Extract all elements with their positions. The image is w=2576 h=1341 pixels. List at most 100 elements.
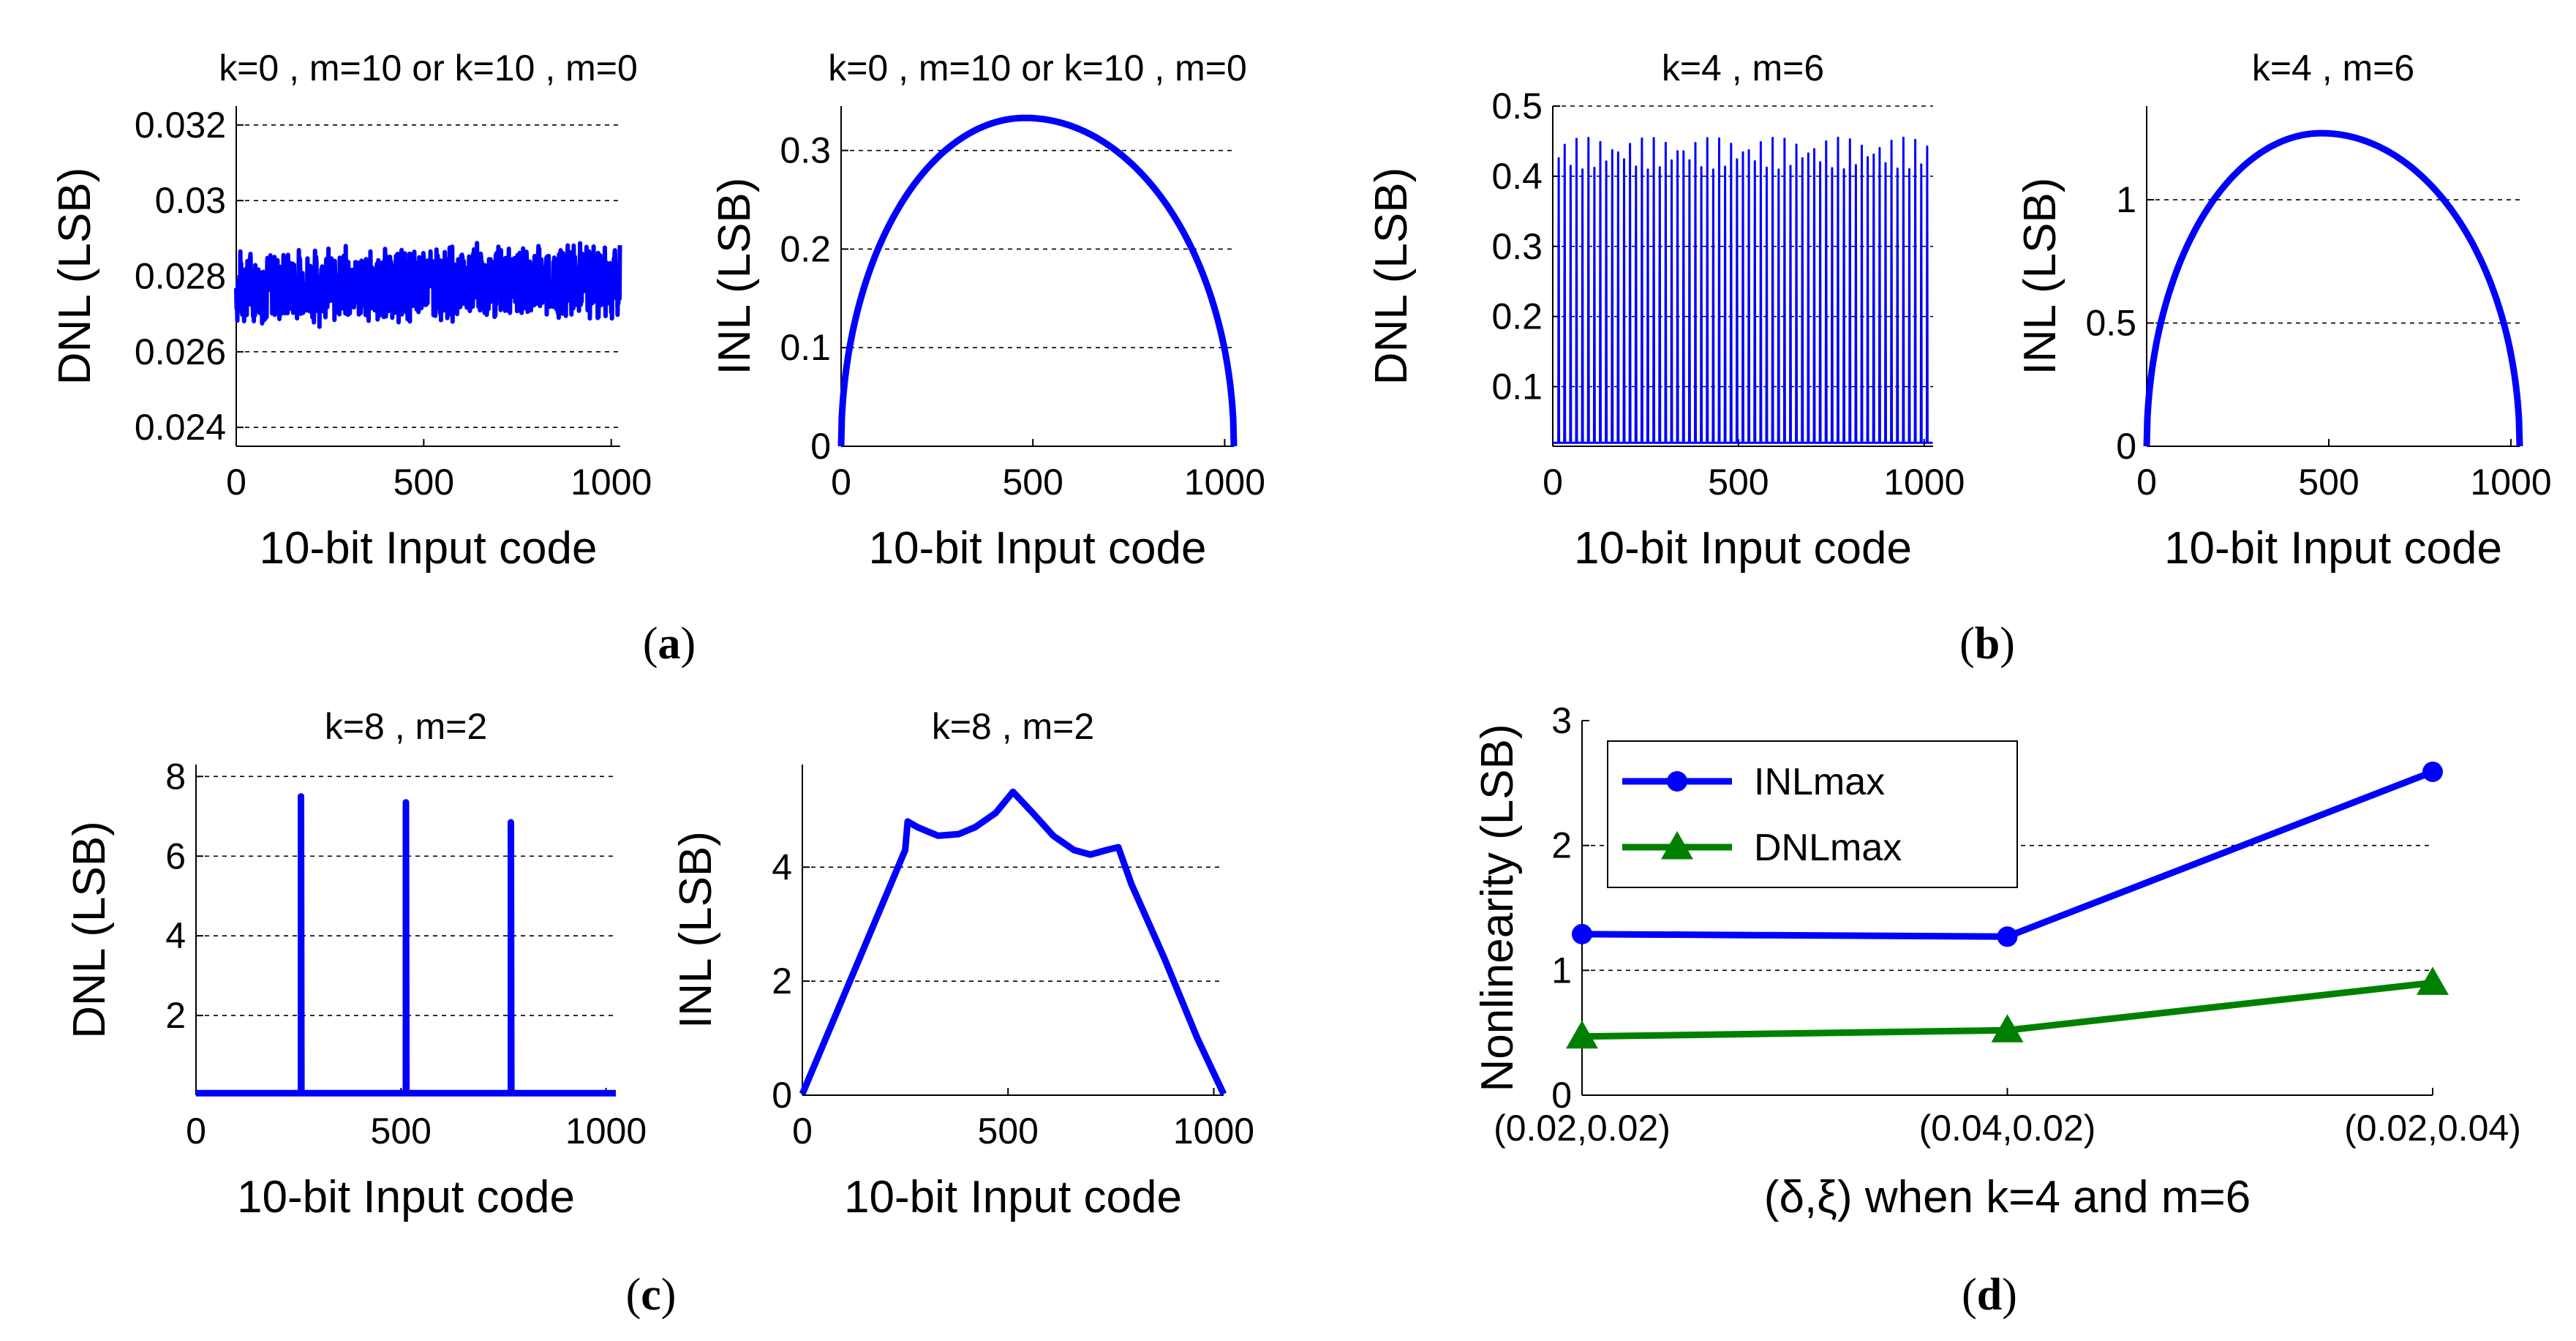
y-tick-label: 1 [1551, 950, 1572, 991]
x-axis-label: 10-bit Input code [260, 523, 598, 574]
x-tick-label: 0 [1543, 462, 1563, 503]
panel-label-b: (b) [1959, 619, 2015, 669]
chart-b-inl: 0 0.5 1 0 500 1000 k=4 , m=6 10-bit Input code I… [2015, 48, 2552, 574]
panel-label-d: (d) [1962, 1270, 2017, 1320]
series-line-INL [2143, 129, 2523, 447]
x-tick-label: 500 [393, 462, 454, 503]
series-line-INL [837, 114, 1238, 447]
x-tick-label: 500 [1002, 462, 1063, 503]
chart-b-dnl: 0.1 0.2 0.3 0.4 0.5 0 500 1000 k=4 , m=6 10-bit I… [1366, 48, 1965, 574]
y-tick-label: 0 [1551, 1075, 1572, 1116]
x-tick-label: 500 [978, 1111, 1039, 1152]
y-tick-label: 8 [165, 756, 186, 797]
y-axis-label: INL (LSB) [671, 831, 721, 1029]
x-axis-label: 10-bit Input code [869, 523, 1207, 574]
series-line-INL [799, 788, 1227, 1096]
series-line-DNL [1552, 136, 1934, 444]
plot-title: k=0 , m=10 or k=10 , m=0 [828, 48, 1247, 89]
x-axis-label: 10-bit Input code [1574, 523, 1912, 574]
x-axis-label: (δ,ξ) when k=4 and m=6 [1764, 1172, 2251, 1222]
chart-a-dnl: 0.024 0.026 0.028 0.03 0.032 0 500 1000 k=0 , m=… [50, 48, 652, 574]
x-tick-label: 500 [371, 1111, 432, 1152]
y-tick-label: 0.3 [780, 130, 831, 171]
y-axis-label: Nonlinearity (LSB) [1472, 724, 1523, 1092]
y-tick-label: 0.024 [135, 407, 226, 448]
y-tick-label: 0 [810, 426, 831, 467]
y-tick-label: 1 [2116, 179, 2136, 220]
series-line-DNL [234, 241, 622, 329]
x-tick-label: 1000 [2470, 462, 2551, 503]
chart-d: 0 1 2 3 (0.02,0.02) (0.04,0.02) (0.02,0.04) (δ,… [1472, 700, 2521, 1222]
panel-label-c: (c) [626, 1270, 677, 1320]
x-tick-label: (0.02,0.04) [2344, 1108, 2521, 1149]
legend-label-INLmax: INLmax [1754, 761, 1885, 803]
y-tick-label: 0 [2116, 426, 2136, 467]
plot-title: k=8 , m=2 [325, 706, 487, 747]
x-tick-label: 0 [792, 1111, 813, 1152]
x-tick-label: 1000 [565, 1111, 647, 1152]
y-tick-label: 0 [772, 1075, 792, 1116]
x-tick-label: 0 [831, 462, 851, 503]
y-tick-label: 0.3 [1491, 226, 1543, 267]
y-axis-label: INL (LSB) [2015, 178, 2065, 375]
x-tick-label: 1000 [1883, 462, 1965, 503]
plot-title: k=8 , m=2 [932, 706, 1094, 747]
y-tick-label: 0.4 [1491, 156, 1543, 197]
x-axis-label: 10-bit Input code [844, 1172, 1182, 1222]
y-axis-label: DNL (LSB) [64, 821, 115, 1038]
y-tick-label: 0.1 [780, 327, 831, 368]
chart-c-dnl: 2 4 6 8 0 500 1000 k=8 , m=2 10-bit Input code DN… [64, 706, 647, 1222]
y-tick-label: 3 [1551, 700, 1572, 741]
y-tick-label: 4 [772, 846, 792, 887]
panel-label-a: (a) [643, 619, 696, 669]
chart-c-inl: 0 2 4 0 500 1000 k=8 , m=2 10-bit Input code INL… [671, 706, 1254, 1222]
y-tick-label: 0.026 [135, 331, 226, 372]
y-tick-label: 4 [165, 915, 186, 956]
x-tick-label: 0 [186, 1111, 206, 1152]
y-axis-label: INL (LSB) [709, 178, 760, 375]
series-line-DNL [196, 793, 616, 1097]
panel-labels: (a) (b) (c) (d) [626, 619, 2017, 1320]
y-tick-label: 0.03 [155, 180, 226, 221]
x-tick-label: (0.02,0.02) [1494, 1108, 1671, 1149]
plot-title: k=4 , m=6 [2252, 48, 2414, 89]
x-tick-label: 0 [226, 462, 246, 503]
legend-box [1607, 740, 2018, 888]
y-tick-label: 6 [165, 835, 186, 876]
y-tick-label: 0.028 [135, 256, 226, 297]
data-point-DNLmax [1566, 1020, 1598, 1049]
legend-marker-INLmax [1667, 771, 1687, 792]
legend-marker-DNLmax [1661, 831, 1693, 860]
y-tick-label: 0.2 [1491, 296, 1543, 337]
y-tick-label: 0.032 [135, 105, 226, 146]
data-point-INLmax [2422, 761, 2443, 782]
y-axis-label: DNL (LSB) [1366, 168, 1417, 385]
data-point-DNLmax [1991, 1014, 2024, 1043]
x-tick-label: 500 [1708, 462, 1769, 503]
y-tick-label: 2 [165, 995, 186, 1036]
plot-title: k=4 , m=6 [1662, 48, 1824, 89]
x-tick-label: 500 [2298, 462, 2359, 503]
y-tick-label: 2 [1551, 825, 1572, 866]
y-tick-label: 0.5 [1491, 86, 1543, 127]
data-point-DNLmax [2417, 966, 2449, 995]
y-tick-label: 2 [772, 961, 792, 1002]
x-tick-label: 0 [2136, 462, 2157, 503]
x-axis-label: 10-bit Input code [237, 1172, 575, 1222]
chart-a-inl: 0 0.1 0.2 0.3 0 500 1000 k=0 , m=10 or k=10 , m… [709, 48, 1265, 574]
data-point-INLmax [1997, 926, 2018, 947]
x-tick-label: 1000 [1184, 462, 1265, 503]
x-axis-label: 10-bit Input code [2164, 523, 2502, 574]
data-point-INLmax [1572, 923, 1592, 944]
legend-label-DNLmax: DNLmax [1754, 827, 1902, 869]
plot-title: k=0 , m=10 or k=10 , m=0 [219, 48, 638, 89]
x-tick-label: (0.04,0.02) [1919, 1108, 2096, 1149]
x-tick-label: 1000 [1173, 1111, 1254, 1152]
y-axis-label: DNL (LSB) [50, 168, 100, 385]
y-tick-label: 0.5 [2085, 303, 2136, 344]
y-tick-label: 0.1 [1491, 367, 1543, 407]
y-tick-label: 0.2 [780, 228, 831, 269]
x-tick-label: 1000 [570, 462, 652, 503]
